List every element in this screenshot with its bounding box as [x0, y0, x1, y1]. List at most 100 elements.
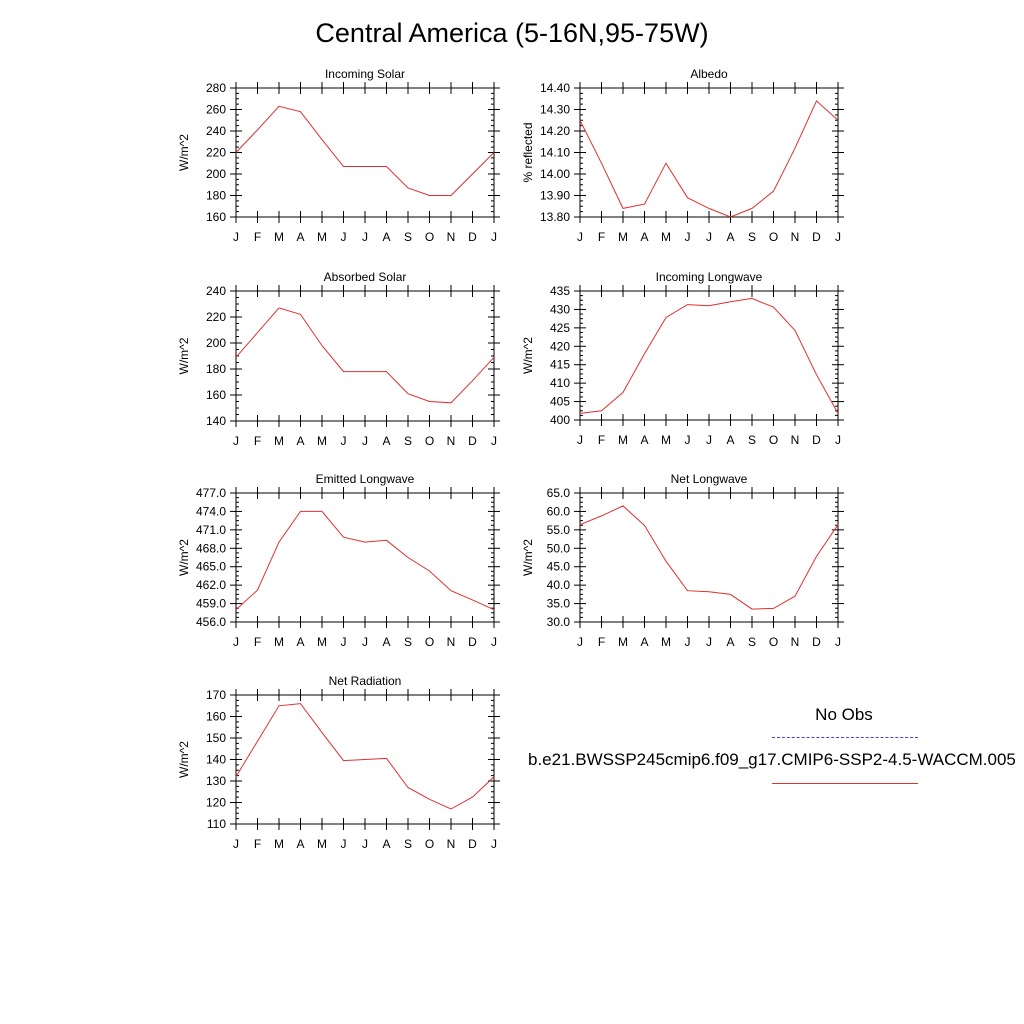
y-tick-label: 240 [206, 124, 226, 138]
panel-title: Incoming Longwave [656, 270, 763, 284]
y-tick-label: 200 [206, 336, 226, 350]
x-tick-label: M [274, 434, 284, 448]
x-tick-label: J [685, 635, 691, 649]
chart-panel-1: J F M A M J J A S O N D J160180200220240260280Incomi… [177, 67, 500, 244]
x-tick-label: F [598, 635, 605, 649]
page-title: Central America (5-16N,95-75W) [315, 18, 709, 48]
y-tick-label: 30.0 [547, 615, 571, 629]
x-tick-label: D [468, 837, 477, 851]
x-tick-label: M [618, 230, 628, 244]
x-tick-label: N [447, 837, 456, 851]
x-tick-label: A [382, 434, 390, 448]
x-tick-label: F [598, 433, 605, 447]
y-tick-label: 150 [206, 731, 226, 745]
x-tick-label: M [274, 837, 284, 851]
x-tick-label: A [296, 837, 304, 851]
y-tick-label: 14.00 [540, 167, 570, 181]
x-tick-label: J [706, 635, 712, 649]
x-tick-label: J [233, 434, 239, 448]
x-tick-label: A [382, 230, 390, 244]
x-tick-label: A [296, 635, 304, 649]
x-tick-label: J [362, 635, 368, 649]
x-tick-label: J [341, 230, 347, 244]
x-tick-label: J [233, 230, 239, 244]
x-tick-label: O [769, 433, 778, 447]
series-line [235, 703, 495, 810]
chart-panel-5: J F M A M J J A S O N D J456.0459.0462.0465.0468.047… [177, 472, 500, 649]
x-tick-label: D [812, 230, 821, 244]
x-tick-label: J [577, 230, 583, 244]
x-tick-label: O [769, 230, 778, 244]
x-tick-label: F [254, 635, 261, 649]
x-tick-label: N [791, 433, 800, 447]
x-tick-label: A [726, 635, 734, 649]
x-tick-label: J [491, 837, 497, 851]
legend-model-line [772, 783, 918, 784]
y-tick-label: 14.40 [540, 81, 570, 95]
x-tick-label: A [640, 230, 648, 244]
x-tick-label: S [748, 433, 756, 447]
x-tick-label: D [468, 434, 477, 448]
y-tick-label: 55.0 [547, 523, 571, 537]
y-tick-label: 456.0 [196, 615, 226, 629]
x-tick-label: A [296, 434, 304, 448]
x-tick-label: J [341, 434, 347, 448]
x-tick-label: J [835, 635, 841, 649]
series-line [579, 505, 839, 610]
x-tick-label: J [233, 837, 239, 851]
plot-frame [579, 492, 839, 623]
x-tick-label: J [362, 230, 368, 244]
x-tick-label: O [769, 635, 778, 649]
x-tick-label: S [404, 230, 412, 244]
x-tick-label: M [661, 230, 671, 244]
legend-obs-line [772, 737, 918, 738]
plot-frame [579, 290, 839, 421]
x-tick-label: J [706, 433, 712, 447]
y-axis-label: W/m^2 [177, 539, 191, 576]
y-tick-label: 220 [206, 146, 226, 160]
plot-frame [579, 87, 839, 218]
x-tick-label: D [812, 635, 821, 649]
x-tick-label: A [382, 635, 390, 649]
x-tick-label: J [577, 433, 583, 447]
y-tick-label: 14.20 [540, 124, 570, 138]
y-tick-label: 410 [550, 376, 570, 390]
y-tick-label: 280 [206, 81, 226, 95]
x-tick-label: M [317, 837, 327, 851]
x-tick-label: N [447, 434, 456, 448]
y-tick-label: 200 [206, 167, 226, 181]
y-tick-label: 130 [206, 774, 226, 788]
y-axis-label: W/m^2 [521, 337, 535, 374]
y-tick-label: 459.0 [196, 597, 226, 611]
chart-panel-3: J F M A M J J A S O N D J140160180200220240Absorbed … [177, 270, 500, 448]
x-tick-label: M [317, 434, 327, 448]
y-tick-label: 220 [206, 310, 226, 324]
y-tick-label: 465.0 [196, 560, 226, 574]
x-tick-label: J [706, 230, 712, 244]
y-tick-label: 260 [206, 103, 226, 117]
legend-obs-label: No Obs [815, 705, 873, 724]
y-tick-label: 160 [206, 710, 226, 724]
y-tick-label: 425 [550, 321, 570, 335]
panel-title: Albedo [690, 67, 728, 81]
x-tick-label: M [618, 433, 628, 447]
x-tick-label: F [598, 230, 605, 244]
y-tick-label: 435 [550, 284, 570, 298]
x-tick-label: F [254, 837, 261, 851]
x-tick-label: D [812, 433, 821, 447]
x-tick-label: J [577, 635, 583, 649]
chart-panel-4: J F M A M J J A S O N D J400405410415420425430435Inc… [521, 270, 844, 447]
x-tick-label: J [491, 230, 497, 244]
y-tick-label: 110 [207, 817, 226, 831]
y-tick-label: 477.0 [196, 486, 226, 500]
y-tick-label: 405 [550, 395, 570, 409]
y-tick-label: 40.0 [547, 578, 571, 592]
y-tick-label: 35.0 [547, 597, 571, 611]
x-tick-label: F [254, 434, 261, 448]
series-line [235, 307, 495, 404]
x-tick-label: J [491, 434, 497, 448]
x-tick-label: J [685, 230, 691, 244]
x-tick-label: S [404, 434, 412, 448]
x-tick-label: A [296, 230, 304, 244]
x-tick-label: J [341, 837, 347, 851]
